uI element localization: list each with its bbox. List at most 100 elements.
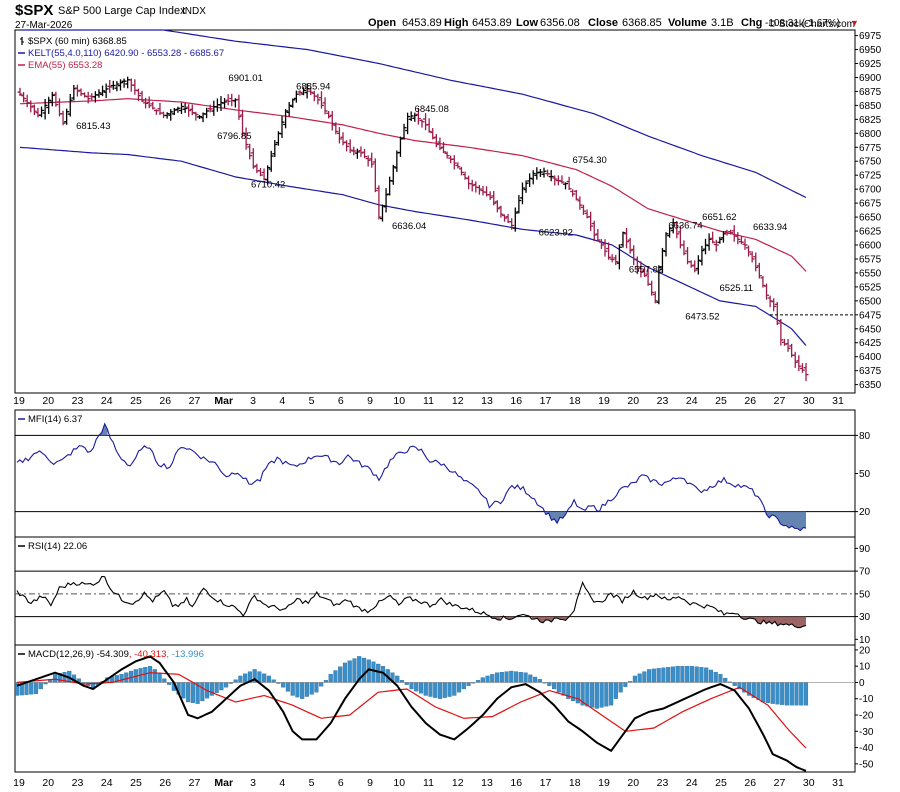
ohlc-bar xyxy=(121,78,127,88)
ohlc-bar xyxy=(110,80,116,90)
ohlc-bar xyxy=(566,176,572,190)
ohlc-bar xyxy=(42,99,48,120)
x-tick-label: 17 xyxy=(540,395,552,407)
macd-histogram-bar xyxy=(732,682,737,686)
open-label: Open xyxy=(368,17,396,29)
macd-histogram-bar xyxy=(200,682,205,702)
macd-histogram-bar xyxy=(319,682,324,687)
x-tick-label: 10 xyxy=(393,777,405,789)
ohlc-bar xyxy=(401,123,407,140)
x-tick-label: 25 xyxy=(715,395,727,407)
macd-histogram-bar xyxy=(552,682,557,690)
ohlc-bar xyxy=(502,214,508,222)
macd-histogram-bar xyxy=(423,682,428,696)
x-tick-label: 13 xyxy=(481,777,493,789)
oversold-fill xyxy=(545,511,566,524)
macd-histogram-bar xyxy=(52,674,58,683)
ohlc-bar xyxy=(103,83,109,99)
ohlc-bar xyxy=(243,127,249,150)
ohlc-bar xyxy=(39,106,45,118)
ohlc-bar xyxy=(441,142,447,154)
ohlc-bar xyxy=(710,231,716,244)
macd-histogram-bar xyxy=(775,682,780,705)
x-tick-label: 19 xyxy=(13,777,25,789)
macd-histogram-bar xyxy=(670,666,675,683)
ohlc-bar xyxy=(523,180,529,193)
x-tick-label: 25 xyxy=(130,395,142,407)
macd-histogram-bar xyxy=(266,675,271,683)
ohlc-bar xyxy=(527,173,533,187)
ohlc-bar xyxy=(354,148,360,159)
ohlc-bar xyxy=(222,98,228,109)
ohlc-bar xyxy=(620,231,626,248)
x-tick-label: 30 xyxy=(803,395,815,407)
g-mfi-tick-label: 80 xyxy=(859,431,871,442)
macd-histogram-bar xyxy=(504,671,509,683)
price-tick-label: 6675 xyxy=(859,199,882,210)
x-tick-label: 25 xyxy=(715,777,727,789)
macd-histogram-bar xyxy=(442,682,447,698)
price-tick-label: 6950 xyxy=(859,45,882,56)
macd-histogram-bar xyxy=(514,671,519,683)
x-tick-label: 4 xyxy=(279,395,285,407)
price-tick-label: 6450 xyxy=(859,324,882,335)
macd-histogram-bar xyxy=(342,662,348,683)
price-extreme-label: 6885.94 xyxy=(296,81,330,92)
x-tick-label: 24 xyxy=(101,395,113,407)
ohlc-bar xyxy=(487,191,493,200)
price-tick-label: 6750 xyxy=(859,157,882,168)
macd-histogram-bar xyxy=(480,677,485,683)
price-extreme-label: 6845.08 xyxy=(415,104,449,115)
price-tick-label: 6625 xyxy=(859,227,882,238)
ohlc-bar xyxy=(390,164,396,185)
ohlc-bar xyxy=(412,112,418,122)
price-extreme-label: 6815.43 xyxy=(76,121,110,132)
x-tick-label: 9 xyxy=(367,395,373,407)
x-tick-label: 27 xyxy=(774,777,786,789)
ohlc-bar xyxy=(509,218,515,230)
price-tick-label: 6400 xyxy=(859,352,882,363)
ohlc-bar xyxy=(480,185,486,196)
macd-histogram-bar xyxy=(599,682,604,708)
panel-legend: RSI(14) 22.06 xyxy=(28,541,87,552)
g-rsi-tick-label: 30 xyxy=(859,612,871,623)
macd-histogram-bar xyxy=(181,682,186,699)
ohlc-bar xyxy=(663,232,669,257)
ohlc-bar xyxy=(143,97,149,109)
x-tick-label: 27 xyxy=(189,395,201,407)
macd-histogram-bar xyxy=(533,676,538,683)
macd-histogram-bar xyxy=(186,682,191,703)
macd-histogram-bar xyxy=(233,679,238,683)
macd-histogram-bar xyxy=(447,682,452,697)
ohlc-bar xyxy=(563,182,569,190)
macd-histogram-bar xyxy=(190,682,195,703)
ohlc-bar xyxy=(767,295,773,308)
ohlc-bar xyxy=(207,104,213,113)
ohlc-bar xyxy=(695,255,701,275)
macd-histogram-bar xyxy=(347,660,352,683)
macd-histogram-bar xyxy=(119,674,124,683)
x-tick-label: 11 xyxy=(423,395,434,407)
macd-histogram-bar xyxy=(475,680,481,683)
ohlc-bar xyxy=(803,363,809,382)
macd-histogram-bar xyxy=(770,682,775,704)
macd-histogram-bar xyxy=(561,682,566,696)
ohlc-bar xyxy=(254,163,260,174)
x-tick-label: 23 xyxy=(72,395,84,407)
x-tick-label: 24 xyxy=(101,777,113,789)
ohlc-bar xyxy=(17,87,23,96)
price-tick-label: 6725 xyxy=(859,171,882,182)
macd-tick-label: -20 xyxy=(859,711,874,722)
close-label: Close xyxy=(588,17,618,29)
macd-histogram-bar xyxy=(523,672,528,683)
ohlc-bar xyxy=(613,254,619,266)
ohlc-bar xyxy=(771,298,777,312)
ohlc-bar xyxy=(703,238,709,255)
x-tick-label: 26 xyxy=(744,395,756,407)
ohlc-bar xyxy=(193,111,199,121)
ohlc-bar xyxy=(728,229,734,235)
ohlc-bar xyxy=(28,100,34,113)
macd-histogram-bar xyxy=(794,682,799,706)
symbol-name: S&P 500 Large Cap Index xyxy=(58,5,186,17)
